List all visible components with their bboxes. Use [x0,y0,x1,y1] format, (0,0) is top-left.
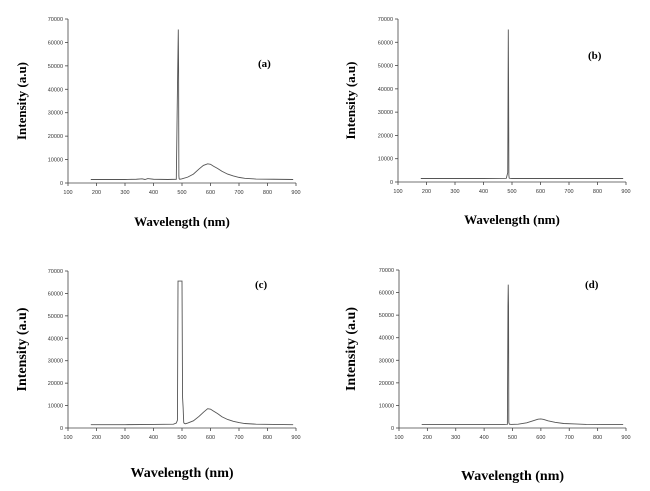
x-tick-label: 700 [234,435,243,441]
x-tick-label: 100 [394,435,403,441]
y-tick-label: 40000 [379,336,394,342]
chart-panel-b: 100 200 300 400 500 600 700 800 900 0 10000 20000 30… [343,17,631,227]
x-tick-label: 400 [149,190,158,196]
y-tick-label: 0 [391,426,394,432]
x-tick-label: 600 [206,190,215,196]
y-tick-label: 0 [390,180,393,186]
x-axis-title: Wavelength (nm) [130,466,233,481]
y-axis-title: Intensity (a.u) [15,307,30,391]
y-tick-label: 60000 [48,40,63,46]
y-tick-label: 50000 [379,313,394,319]
x-tick-label: 700 [565,435,574,441]
x-tick-label: 600 [206,435,215,441]
x-tick-label: 700 [564,189,573,195]
y-tick-label: 10000 [379,403,394,409]
series-line [90,280,294,426]
y-axis-title: Intensity (a.u) [344,307,359,391]
x-tick-label: 200 [92,190,101,196]
y-tick-label: 70000 [379,268,394,274]
y-axis-title: Intensity (a.u) [343,61,358,139]
y-tick-label: 70000 [48,17,63,23]
y-tick-label: 70000 [48,269,63,275]
x-tick-label: 800 [263,190,272,196]
panel-label: (a) [258,58,271,70]
x-tick-label: 500 [507,189,516,195]
y-tick-label: 20000 [48,381,63,387]
chart-panel-a: 100 200 300 400 500 600 700 800 900 0 10000 20000 30… [14,17,301,229]
y-tick-label: 0 [60,181,63,187]
x-tick-label: 900 [291,435,300,441]
y-tick-label: 50000 [48,314,63,320]
x-tick-label: 800 [263,435,272,441]
panel-label: (c) [255,279,268,291]
x-tick-label: 600 [536,189,545,195]
y-tick-label: 50000 [378,64,393,70]
x-tick-label: 300 [120,435,129,441]
x-tick-label: 700 [234,190,243,196]
y-tick-label: 40000 [378,87,393,93]
x-tick-label: 900 [291,190,300,196]
x-tick-label: 200 [92,435,101,441]
y-tick-label: 20000 [48,134,63,140]
x-tick-label: 400 [479,189,488,195]
y-tick-label: 60000 [378,40,393,46]
y-tick-label: 40000 [48,336,63,342]
x-tick-label: 500 [177,435,186,441]
x-tick-label: 200 [423,435,432,441]
y-tick-label: 60000 [48,291,63,297]
x-tick-label: 900 [621,189,630,195]
y-tick-label: 30000 [48,359,63,365]
x-tick-label: 800 [593,189,602,195]
x-tick-label: 200 [422,189,431,195]
x-tick-label: 100 [63,190,72,196]
series-line [421,284,624,426]
series-line [90,29,294,180]
y-tick-label: 30000 [378,110,393,116]
x-axis-title: Wavelength (nm) [134,214,230,229]
y-tick-label: 60000 [379,291,394,297]
x-tick-label: 400 [480,435,489,441]
y-tick-label: 10000 [48,404,63,410]
y-tick-label: 40000 [48,87,63,93]
y-tick-label: 20000 [379,381,394,387]
x-tick-label: 300 [120,190,129,196]
panel-label: (d) [585,279,599,291]
x-axis-title: Wavelength (nm) [464,212,560,227]
x-tick-label: 600 [536,435,545,441]
panel-label: (b) [588,50,602,62]
y-axis-title: Intensity (a.u) [14,62,29,140]
chart-panel-d: 100 200 300 400 500 600 700 800 900 0 10000 20000 30… [344,268,631,484]
x-tick-label: 900 [621,435,630,441]
x-tick-label: 300 [451,435,460,441]
x-tick-label: 500 [177,190,186,196]
x-tick-label: 500 [508,435,517,441]
y-tick-label: 70000 [378,17,393,23]
x-tick-label: 100 [63,435,72,441]
x-tick-label: 100 [393,189,402,195]
y-tick-label: 20000 [378,133,393,139]
y-tick-label: 10000 [48,158,63,164]
x-tick-label: 400 [149,435,158,441]
y-tick-label: 0 [60,426,63,432]
chart-panel-c: 100 200 300 400 500 600 700 800 900 0 10000 20000 30… [15,269,301,481]
x-tick-label: 800 [593,435,602,441]
y-tick-label: 50000 [48,64,63,70]
y-tick-label: 10000 [378,157,393,163]
x-tick-label: 300 [450,189,459,195]
x-axis-title: Wavelength (nm) [461,469,564,484]
series-line [420,29,624,179]
y-tick-label: 30000 [48,111,63,117]
y-tick-label: 30000 [379,358,394,364]
